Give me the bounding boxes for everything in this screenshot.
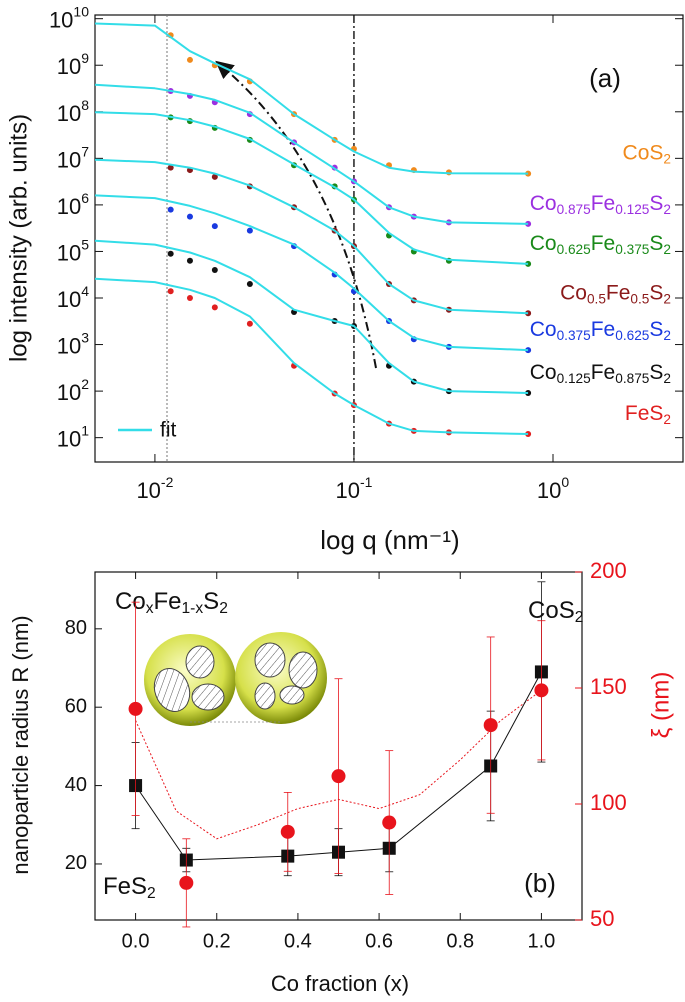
series-label: FeS2 bbox=[625, 402, 671, 427]
inset-illustration bbox=[144, 632, 327, 726]
series-label: CoS2 bbox=[623, 141, 671, 166]
grain bbox=[279, 685, 305, 705]
y-tick-label: 101 bbox=[57, 422, 89, 451]
data-point bbox=[167, 288, 174, 295]
y2-tick-label: 100 bbox=[590, 790, 627, 815]
data-point bbox=[525, 430, 532, 437]
x-tick-label: 0.0 bbox=[122, 930, 150, 952]
panel-label: (b) bbox=[524, 868, 556, 898]
fit-line bbox=[94, 22, 529, 175]
y-tick-label: 102 bbox=[57, 376, 89, 405]
grain bbox=[191, 683, 225, 711]
data-point bbox=[382, 815, 397, 830]
x-tick-label: 1.0 bbox=[528, 930, 556, 952]
grain bbox=[153, 668, 191, 712]
y2-tick-label: 150 bbox=[590, 674, 627, 699]
data-point bbox=[211, 173, 218, 180]
data-point bbox=[525, 170, 532, 177]
fit-line bbox=[94, 158, 529, 315]
x-tick-label: 0.8 bbox=[446, 930, 474, 952]
data-point bbox=[246, 280, 253, 287]
fit-line bbox=[94, 239, 529, 394]
data-point bbox=[525, 220, 532, 227]
y-tick-label: 103 bbox=[57, 329, 89, 358]
x-tick-label: 0.6 bbox=[365, 930, 393, 952]
data-point bbox=[483, 718, 498, 733]
data-point bbox=[167, 206, 174, 213]
y-tick-label: 1010 bbox=[49, 3, 89, 32]
data-point bbox=[167, 164, 174, 171]
fit-line bbox=[94, 111, 529, 265]
grain bbox=[254, 642, 286, 678]
series-label: Co0.875Fe0.125S2 bbox=[530, 191, 671, 216]
trend-arrow bbox=[215, 60, 377, 369]
fit-line bbox=[94, 194, 529, 352]
data-point bbox=[331, 769, 346, 784]
fit-line bbox=[94, 277, 529, 435]
series-label: Co0.5Fe0.5S2 bbox=[560, 281, 671, 306]
data-point bbox=[246, 320, 253, 327]
legend-label: fit bbox=[160, 419, 177, 442]
data-point bbox=[167, 250, 174, 257]
grain bbox=[185, 645, 215, 679]
grain bbox=[254, 682, 276, 710]
data-point bbox=[246, 227, 253, 234]
y-axis-title: log intensity (arb. units) bbox=[5, 114, 32, 362]
data-point bbox=[525, 260, 532, 267]
y-tick-label: 108 bbox=[57, 96, 89, 125]
data-point bbox=[211, 304, 218, 311]
panel-label: (a) bbox=[589, 63, 621, 93]
data-point bbox=[179, 875, 194, 890]
y-tick-label: 60 bbox=[65, 695, 87, 717]
y-tick-label: 107 bbox=[57, 143, 89, 172]
y-tick-label: 105 bbox=[57, 236, 89, 265]
y-tick-label: 109 bbox=[57, 50, 89, 79]
end-label: CoS2 bbox=[528, 597, 583, 626]
x-axis-title: log q (nm⁻¹) bbox=[320, 525, 459, 555]
fit-line bbox=[94, 83, 529, 225]
end-label: FeS2 bbox=[103, 873, 156, 902]
data-point bbox=[186, 56, 193, 63]
data-point bbox=[280, 824, 295, 839]
y-tick-label: 20 bbox=[65, 852, 87, 874]
y2-tick-label: 50 bbox=[590, 906, 614, 931]
data-point bbox=[128, 701, 143, 716]
x-tick-label: 100 bbox=[537, 474, 569, 503]
series-label: Co0.125Fe0.875S2 bbox=[530, 361, 671, 386]
plot-frame bbox=[94, 571, 583, 921]
y-axis-title: nanoparticle radius R (nm) bbox=[8, 615, 33, 874]
x-tick-label: 10-2 bbox=[136, 474, 173, 503]
data-point bbox=[211, 223, 218, 230]
data-point bbox=[186, 213, 193, 220]
data-point bbox=[186, 295, 193, 302]
series-label: Co0.625Fe0.375S2 bbox=[530, 231, 671, 256]
plot-frame bbox=[94, 14, 684, 463]
x-tick-label: 0.4 bbox=[284, 930, 312, 952]
y-tick-label: 104 bbox=[57, 283, 89, 312]
data-point bbox=[525, 390, 532, 397]
y-tick-label: 106 bbox=[57, 190, 89, 219]
data-point bbox=[525, 310, 532, 317]
data-point bbox=[534, 683, 549, 698]
x-tick-label: 0.2 bbox=[203, 930, 231, 952]
grain bbox=[288, 651, 318, 689]
x-axis-title: Co fraction (x) bbox=[271, 971, 409, 996]
data-point bbox=[525, 347, 532, 354]
y-tick-label: 80 bbox=[65, 617, 87, 639]
inset-label: CoxFe1-xS2 bbox=[115, 588, 228, 617]
series-label: Co0.375Fe0.625S2 bbox=[530, 318, 671, 343]
x-tick-label: 10-1 bbox=[335, 474, 372, 503]
y-tick-label: 40 bbox=[65, 774, 87, 796]
y2-tick-label: 200 bbox=[590, 558, 627, 583]
data-point bbox=[186, 257, 193, 264]
y2-axis-title: ξ (nm) bbox=[647, 672, 674, 739]
data-point bbox=[211, 266, 218, 273]
